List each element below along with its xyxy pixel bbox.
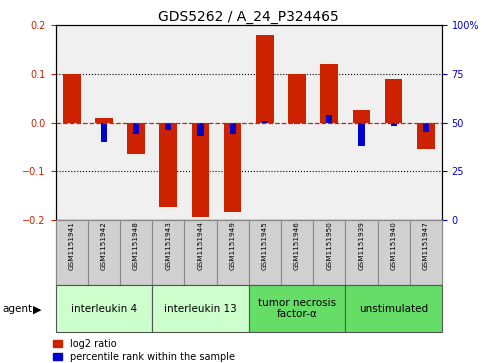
Bar — [423, 122, 429, 132]
Text: tumor necrosis
factor-α: tumor necrosis factor-α — [258, 298, 336, 319]
Bar — [385, 79, 402, 122]
Bar — [127, 122, 145, 154]
Bar — [95, 118, 113, 122]
Text: ▶: ▶ — [33, 304, 42, 314]
Bar — [120, 220, 152, 285]
Bar — [216, 220, 249, 285]
Bar — [152, 220, 185, 285]
Bar — [262, 121, 268, 122]
Bar — [133, 122, 139, 134]
Bar — [224, 122, 242, 212]
Bar — [417, 122, 435, 149]
Bar — [249, 285, 345, 332]
Bar — [313, 220, 345, 285]
Bar — [56, 285, 152, 332]
Bar — [326, 115, 332, 122]
Bar — [358, 122, 365, 146]
Bar — [345, 285, 442, 332]
Bar — [56, 220, 88, 285]
Text: GSM1151941: GSM1151941 — [69, 221, 75, 270]
Bar — [288, 74, 306, 122]
Title: GDS5262 / A_24_P324465: GDS5262 / A_24_P324465 — [158, 11, 339, 24]
Text: GSM1151939: GSM1151939 — [358, 221, 365, 270]
Bar — [88, 220, 120, 285]
Text: GSM1151945: GSM1151945 — [262, 221, 268, 270]
Bar — [63, 74, 81, 122]
Text: unstimulated: unstimulated — [359, 303, 428, 314]
Text: GSM1151947: GSM1151947 — [423, 221, 429, 270]
Bar — [192, 122, 209, 217]
Bar — [256, 35, 274, 122]
Bar — [320, 64, 338, 122]
Text: GSM1151948: GSM1151948 — [133, 221, 139, 270]
Bar — [165, 122, 171, 130]
Text: GSM1151942: GSM1151942 — [101, 221, 107, 270]
Text: GSM1151940: GSM1151940 — [391, 221, 397, 270]
Bar — [185, 220, 216, 285]
Bar — [101, 122, 107, 142]
Bar — [229, 122, 236, 134]
Text: GSM1151950: GSM1151950 — [326, 221, 332, 270]
Bar — [378, 220, 410, 285]
Bar — [294, 122, 300, 125]
Bar — [152, 285, 249, 332]
Text: interleukin 13: interleukin 13 — [164, 303, 237, 314]
Bar — [159, 122, 177, 208]
Text: GSM1151943: GSM1151943 — [165, 221, 171, 270]
Text: agent: agent — [2, 304, 32, 314]
Legend: log2 ratio, percentile rank within the sample: log2 ratio, percentile rank within the s… — [53, 339, 235, 362]
Text: GSM1151946: GSM1151946 — [294, 221, 300, 270]
Text: GSM1151944: GSM1151944 — [198, 221, 203, 270]
Text: interleukin 4: interleukin 4 — [71, 303, 137, 314]
Bar — [391, 122, 397, 126]
Bar — [281, 220, 313, 285]
Bar — [353, 110, 370, 122]
Bar — [198, 122, 203, 136]
Bar — [249, 220, 281, 285]
Bar — [410, 220, 442, 285]
Text: GSM1151949: GSM1151949 — [229, 221, 236, 270]
Bar — [345, 220, 378, 285]
